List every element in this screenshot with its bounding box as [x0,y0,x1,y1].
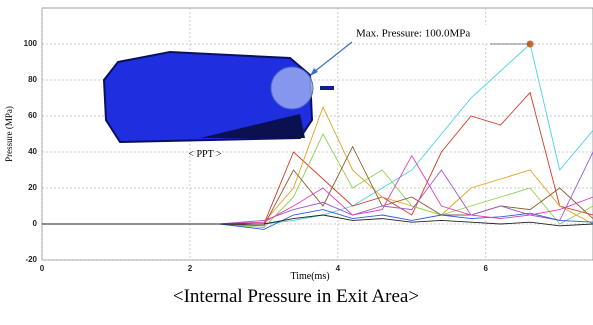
x-tick-label: 4 [336,264,341,273]
annotation-text: Max. Pressure: 100.0MPa [356,28,470,40]
y-tick-label: 100 [24,39,38,48]
y-axis-label: Pressure (MPa) [4,106,14,162]
y-tick-label: 40 [28,147,37,156]
x-axis-label: Time(ms) [290,271,329,282]
chart: Pressure (MPa) Time(ms) <Internal Pressu… [0,0,593,325]
y-tick-label: 60 [28,111,37,120]
y-tick-label: -20 [25,255,37,264]
y-tick-label: 20 [28,183,37,192]
x-tick-label: 6 [484,264,489,273]
x-tick-label: 0 [40,264,45,273]
x-tick-label: 2 [188,264,193,273]
inset-label: < PPT > [188,149,222,160]
y-tick-label: 80 [28,75,37,84]
exit-area [271,67,313,109]
caption: <Internal Pressure in Exit Area> [173,286,419,307]
y-tick-label: 0 [33,219,38,228]
